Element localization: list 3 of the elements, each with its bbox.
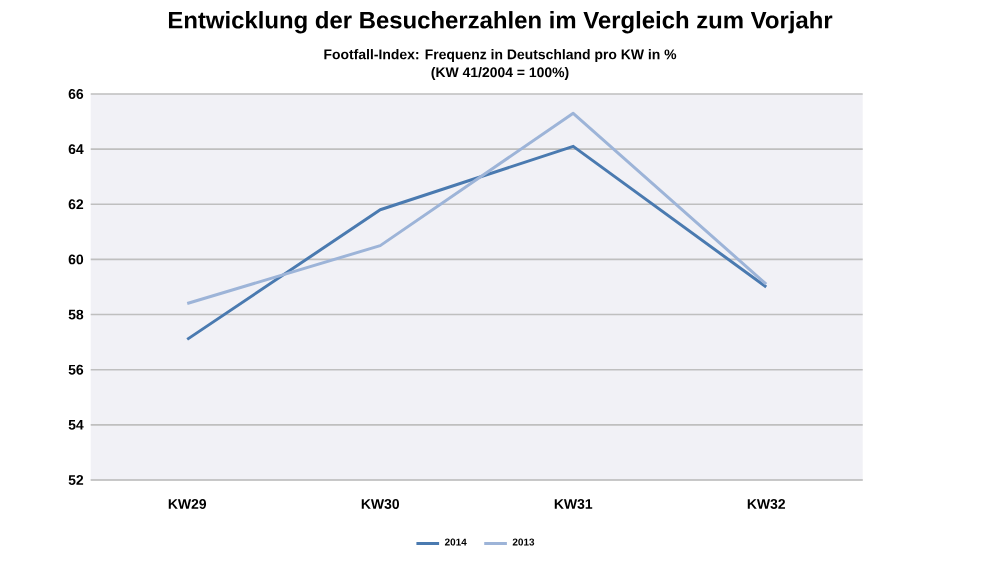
chart-title: Entwicklung der Besucherzahlen im Vergleich zum Vorjahr <box>168 11 833 34</box>
line-series <box>185 111 768 306</box>
line-series <box>185 144 768 341</box>
